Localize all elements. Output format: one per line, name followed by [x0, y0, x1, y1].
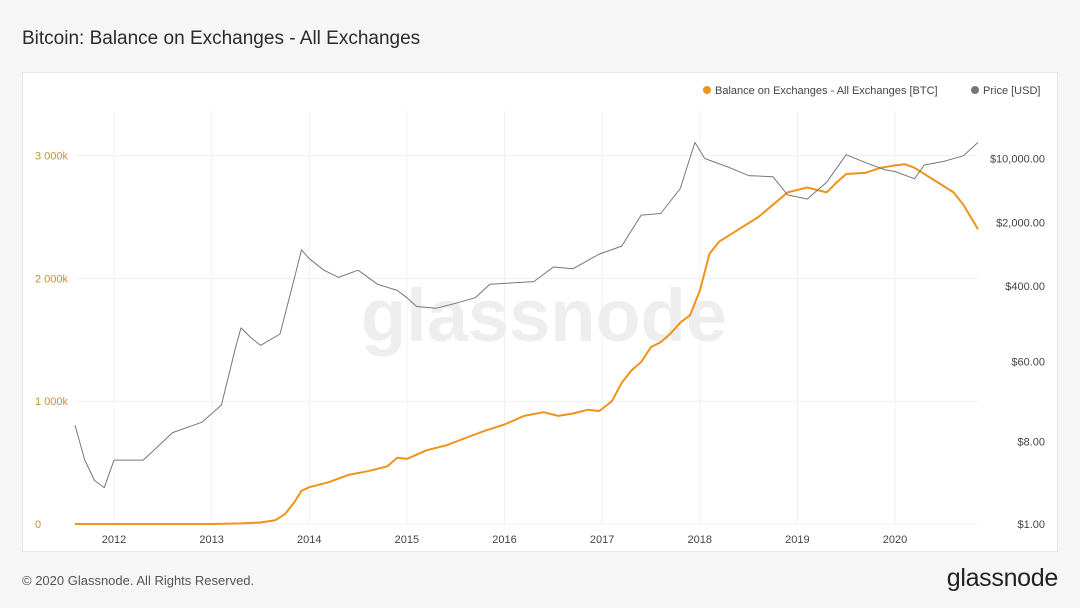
right-tick-label: $400.00 [1005, 281, 1045, 293]
right-tick-label: $1.00 [1017, 519, 1045, 531]
x-tick-label: 2016 [492, 534, 516, 546]
left-tick-label: 2 000k [35, 273, 69, 285]
balance-series-line [75, 163, 979, 525]
watermark-text: glassnode [361, 274, 727, 357]
chart-panel: glassnode 0 1 000k 2 000k 3 000k $1.00 $8.00… [22, 72, 1058, 552]
footer-copyright: © 2020 Glassnode. All Rights Reserved. [22, 573, 255, 588]
left-tick-label: 0 [35, 519, 41, 531]
legend: Balance on Exchanges - All Exchanges [BT… [703, 85, 1040, 97]
glassnode-logo[interactable]: glassnode [946, 564, 1059, 592]
left-tick-label: 1 000k [35, 396, 69, 408]
x-tick-label: 2015 [395, 534, 419, 546]
right-tick-label: $8.00 [1017, 436, 1045, 448]
x-tick-label: 2017 [590, 534, 614, 546]
series-group [74, 141, 979, 525]
grid-lines [75, 111, 978, 525]
right-axis: $1.00 $8.00 $60.00 $400.00 $2,000.00 $10,000.… [990, 154, 1045, 531]
right-tick-label: $10,000.00 [990, 154, 1045, 166]
x-tick-label: 2012 [102, 534, 126, 546]
left-axis: 0 1 000k 2 000k 3 000k [35, 151, 69, 531]
right-tick-label: $60.00 [1011, 357, 1045, 369]
price-series-line [74, 141, 979, 489]
x-tick-label: 2020 [883, 534, 907, 546]
legend-balance-dot [703, 86, 711, 94]
legend-price-label: Price [USD] [983, 85, 1040, 97]
x-tick-label: 2018 [688, 534, 712, 546]
legend-balance-label: Balance on Exchanges - All Exchanges [BT… [715, 85, 938, 97]
left-tick-label: 3 000k [35, 151, 69, 163]
x-tick-label: 2019 [785, 534, 809, 546]
right-tick-label: $2,000.00 [996, 217, 1045, 229]
x-axis: 2012 2013 2014 2015 2016 2017 2018 2019 2020 [102, 534, 907, 546]
x-tick-label: 2013 [199, 534, 223, 546]
chart-svg: glassnode 0 1 000k 2 000k 3 000k $1.00 $8.00… [35, 85, 1045, 546]
x-tick-label: 2014 [297, 534, 321, 546]
page-title: Bitcoin: Balance on Exchanges - All Exch… [22, 28, 421, 49]
legend-price-dot [971, 86, 979, 94]
